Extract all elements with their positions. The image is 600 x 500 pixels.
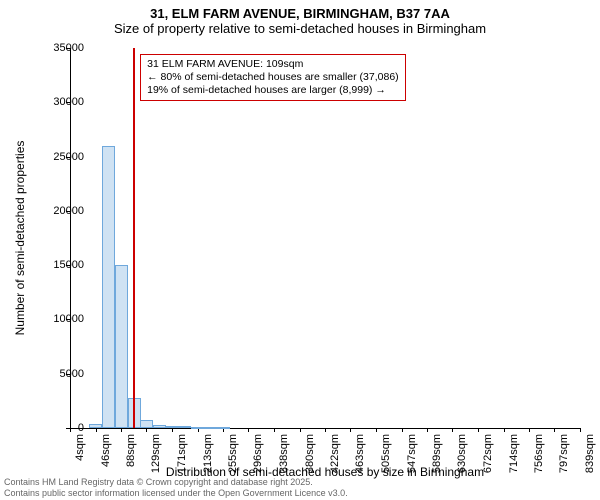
- y-tick-mark: [66, 157, 70, 158]
- x-tick-mark: [504, 428, 505, 432]
- histogram-bar: [191, 427, 204, 429]
- x-tick-label: 380sqm: [304, 434, 316, 473]
- x-tick-mark: [350, 428, 351, 432]
- y-tick-label: 20000: [34, 205, 84, 217]
- x-tick-mark: [580, 428, 581, 432]
- x-tick-mark: [172, 428, 173, 432]
- y-tick-mark: [66, 211, 70, 212]
- y-tick-mark: [66, 265, 70, 266]
- marker-line: [133, 48, 135, 428]
- x-tick-label: 4sqm: [74, 434, 86, 461]
- y-tick-mark: [66, 48, 70, 49]
- x-tick-mark: [121, 428, 122, 432]
- histogram-bar: [217, 427, 230, 429]
- x-tick-label: 505sqm: [380, 434, 392, 473]
- y-tick-label: 30000: [34, 96, 84, 108]
- chart-container: 31, ELM FARM AVENUE, BIRMINGHAM, B37 7AA…: [0, 0, 600, 500]
- x-tick-mark: [402, 428, 403, 432]
- y-axis-label: Number of semi-detached properties: [10, 48, 30, 428]
- x-tick-label: 589sqm: [431, 434, 443, 473]
- histogram-bar: [166, 426, 179, 428]
- x-tick-label: 630sqm: [456, 434, 468, 473]
- x-tick-label: 296sqm: [252, 434, 264, 473]
- x-tick-mark: [478, 428, 479, 432]
- annotation-line-2: ← 80% of semi-detached houses are smalle…: [147, 71, 399, 84]
- x-tick-mark: [554, 428, 555, 432]
- x-tick-label: 463sqm: [354, 434, 366, 473]
- histogram-bar: [178, 426, 191, 428]
- x-tick-mark: [70, 428, 71, 432]
- x-tick-label: 672sqm: [482, 434, 494, 473]
- x-tick-label: 839sqm: [584, 434, 596, 473]
- y-tick-label: 10000: [34, 313, 84, 325]
- title-subtitle: Size of property relative to semi-detach…: [0, 21, 600, 36]
- title-main: 31, ELM FARM AVENUE, BIRMINGHAM, B37 7AA: [0, 6, 600, 21]
- x-tick-label: 213sqm: [202, 434, 214, 473]
- y-tick-label: 15000: [34, 259, 84, 271]
- x-tick-label: 714sqm: [508, 434, 520, 473]
- histogram-bar: [204, 427, 217, 429]
- footer-line-1: Contains HM Land Registry data © Crown c…: [4, 477, 348, 487]
- x-tick-mark: [427, 428, 428, 432]
- histogram-bar: [89, 424, 102, 428]
- histogram-bar: [115, 265, 128, 428]
- histogram-bar: [140, 420, 153, 428]
- footer-attribution: Contains HM Land Registry data © Crown c…: [4, 477, 348, 498]
- x-tick-label: 129sqm: [150, 434, 162, 473]
- footer-line-2: Contains public sector information licen…: [4, 488, 348, 498]
- x-tick-mark: [248, 428, 249, 432]
- annotation-box: 31 ELM FARM AVENUE: 109sqm ← 80% of semi…: [140, 54, 406, 101]
- x-tick-mark: [274, 428, 275, 432]
- annotation-line-3: 19% of semi-detached houses are larger (…: [147, 84, 399, 97]
- x-tick-label: 797sqm: [558, 434, 570, 473]
- x-tick-label: 255sqm: [227, 434, 239, 473]
- x-tick-mark: [300, 428, 301, 432]
- x-tick-mark: [529, 428, 530, 432]
- x-tick-mark: [146, 428, 147, 432]
- x-tick-label: 547sqm: [406, 434, 418, 473]
- x-tick-label: 338sqm: [278, 434, 290, 473]
- title-block: 31, ELM FARM AVENUE, BIRMINGHAM, B37 7AA…: [0, 0, 600, 36]
- x-tick-mark: [376, 428, 377, 432]
- y-tick-label: 0: [34, 422, 84, 434]
- y-tick-label: 25000: [34, 151, 84, 163]
- x-tick-label: 46sqm: [100, 434, 112, 467]
- y-tick-mark: [66, 102, 70, 103]
- x-tick-label: 171sqm: [176, 434, 188, 473]
- y-tick-mark: [66, 319, 70, 320]
- y-tick-label: 5000: [34, 368, 84, 380]
- x-tick-mark: [325, 428, 326, 432]
- histogram-bar: [153, 425, 166, 428]
- x-tick-mark: [452, 428, 453, 432]
- y-tick-label: 35000: [34, 42, 84, 54]
- y-tick-mark: [66, 374, 70, 375]
- x-tick-label: 756sqm: [533, 434, 545, 473]
- x-tick-label: 88sqm: [125, 434, 137, 467]
- x-tick-label: 422sqm: [329, 434, 341, 473]
- x-tick-mark: [96, 428, 97, 432]
- histogram-bar: [102, 146, 115, 428]
- annotation-line-1: 31 ELM FARM AVENUE: 109sqm: [147, 58, 399, 71]
